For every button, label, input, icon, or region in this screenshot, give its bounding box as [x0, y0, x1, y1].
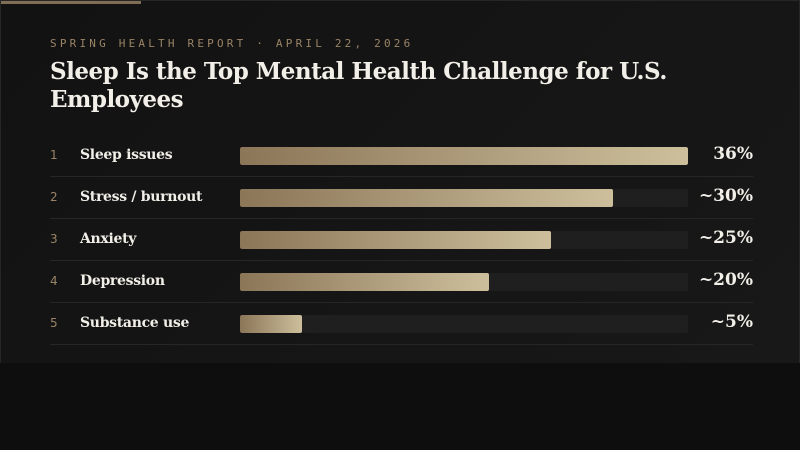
accent-bar: [1, 1, 141, 4]
chart-row: 1 Sleep issues 36%: [50, 135, 753, 177]
category-label: Substance use: [80, 315, 190, 331]
chart-row: 2 Stress / burnout ~30%: [50, 177, 753, 219]
bar-track: [240, 147, 688, 165]
rank-label: 2: [50, 190, 58, 204]
value-label: ~25%: [698, 228, 753, 248]
rank-label: 1: [50, 148, 58, 162]
value-label: 36%: [713, 144, 753, 164]
category-label: Depression: [80, 273, 165, 289]
bar: [240, 147, 688, 165]
chart-row: 3 Anxiety ~25%: [50, 219, 753, 261]
eyebrow: SPRING HEALTH REPORT · APRIL 22, 2026: [50, 37, 414, 50]
bar-track: [240, 189, 688, 207]
bar: [240, 315, 303, 333]
value-label: ~5%: [710, 312, 753, 332]
bar: [240, 189, 614, 207]
rank-label: 4: [50, 274, 58, 288]
bar-track: [240, 273, 688, 291]
category-label: Anxiety: [80, 231, 137, 247]
bar-track: [240, 231, 688, 249]
category-label: Sleep issues: [80, 147, 173, 163]
value-label: ~20%: [698, 270, 753, 290]
bar: [240, 231, 552, 249]
value-label: ~30%: [698, 186, 753, 206]
category-label: Stress / burnout: [80, 189, 203, 205]
page-title: Sleep Is the Top Mental Health Challenge…: [50, 58, 667, 113]
rank-label: 5: [50, 316, 58, 330]
bar: [240, 273, 489, 291]
chart-row: 4 Depression ~20%: [50, 261, 753, 303]
rank-label: 3: [50, 232, 58, 246]
chart-row: 5 Substance use ~5%: [50, 303, 753, 345]
report-card: SPRING HEALTH REPORT · APRIL 22, 2026 Sl…: [0, 0, 800, 363]
bar-track: [240, 315, 688, 333]
